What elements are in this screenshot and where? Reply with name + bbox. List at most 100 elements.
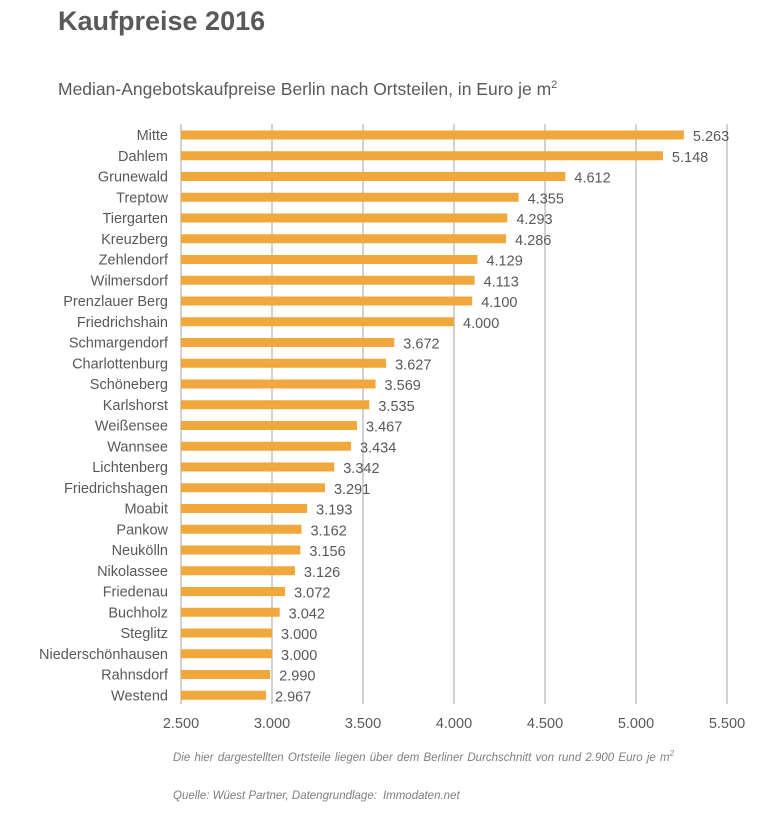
x-tick-label-0: 2.500 (163, 716, 199, 732)
bar-17 (181, 483, 325, 493)
bar-8 (181, 296, 473, 306)
category-label-1: Dahlem (118, 149, 168, 165)
source-link-text: Immodaten.net (382, 790, 460, 802)
bar-6 (181, 255, 478, 264)
footnote-text: Die hier dargestellten Ortsteile liegen … (173, 752, 670, 764)
category-label-5: Kreuzberg (101, 232, 168, 248)
bar-19 (181, 524, 302, 534)
bar-27 (181, 690, 266, 700)
bar-4 (181, 213, 508, 223)
subtitle-text: Median-Angebotskaufpreise Berlin nach Or… (58, 79, 552, 99)
x-tick-label-4: 4.500 (527, 716, 563, 732)
category-label-17: Friedrichshagen (64, 481, 168, 497)
value-label-17: 3.291 (334, 482, 370, 498)
bar-26 (181, 670, 271, 679)
category-label-11: Charlottenburg (72, 356, 168, 372)
bar-13 (181, 400, 370, 410)
x-tick-label-6: 5.500 (709, 716, 745, 732)
category-label-12: Schöneberg (90, 377, 168, 393)
category-label-8: Prenzlauer Berg (63, 294, 168, 310)
category-label-22: Friedenau (103, 585, 168, 601)
bar-1 (181, 151, 663, 161)
footnote-superscript: 2 (669, 749, 675, 759)
value-label-5: 4.286 (515, 233, 551, 249)
value-label-10: 3.672 (403, 337, 439, 353)
value-label-6: 4.129 (486, 254, 522, 270)
value-label-0: 5.263 (693, 129, 729, 145)
x-tick-label-2: 3.500 (345, 716, 381, 732)
chart-title: Kaufpreise 2016 (58, 6, 266, 36)
bar-0 (181, 130, 684, 140)
bar-25 (181, 649, 272, 659)
value-label-21: 3.126 (304, 565, 340, 581)
category-label-3: Treptow (116, 190, 168, 206)
category-label-20: Neukölln (112, 543, 168, 559)
value-label-24: 3.000 (281, 627, 317, 643)
bar-5 (181, 234, 507, 244)
value-label-1: 5.148 (672, 150, 708, 166)
bar-15 (181, 441, 351, 451)
category-label-19: Pankow (116, 522, 168, 538)
bar-9 (181, 317, 454, 327)
value-label-19: 3.162 (310, 523, 346, 539)
category-label-0: Mitte (137, 128, 168, 144)
chart-subtitle: Median-Angebotskaufpreise Berlin nach Or… (58, 79, 557, 100)
value-label-13: 3.535 (378, 399, 414, 415)
x-tick-label-3: 4.000 (436, 716, 472, 732)
category-label-16: Lichtenberg (92, 460, 168, 476)
value-label-3: 4.355 (528, 191, 564, 207)
footnote: Die hier dargestellten Ortsteile liegen … (173, 749, 675, 764)
value-label-2: 4.612 (574, 171, 610, 187)
value-label-22: 3.072 (294, 586, 330, 602)
category-label-7: Wilmersdorf (91, 273, 169, 289)
value-label-20: 3.156 (309, 544, 345, 560)
value-label-18: 3.193 (316, 503, 352, 519)
category-label-18: Moabit (124, 502, 168, 518)
value-label-23: 3.042 (289, 606, 325, 622)
bar-10 (181, 338, 395, 347)
value-label-26: 2.990 (279, 669, 315, 685)
value-label-11: 3.627 (395, 357, 431, 373)
category-label-2: Grunewald (98, 170, 168, 186)
bar-12 (181, 379, 376, 389)
category-label-27: Westend (111, 688, 168, 704)
value-label-15: 3.434 (360, 440, 396, 456)
category-label-10: Schmargendorf (69, 336, 169, 352)
bar-2 (181, 172, 566, 181)
value-label-14: 3.467 (366, 420, 402, 436)
bar-21 (181, 566, 295, 576)
subtitle-superscript: 2 (551, 79, 558, 92)
bar-7 (181, 275, 475, 285)
bar-24 (181, 628, 272, 638)
bar-22 (181, 587, 286, 596)
bar-23 (181, 607, 280, 617)
bar-chart: Mitte 5.263 Dahlem 5.148 Grunewald 4.612 Trept… (39, 124, 745, 732)
value-label-9: 4.000 (463, 316, 499, 332)
bar-18 (181, 504, 308, 513)
category-label-13: Karlshorst (103, 398, 168, 414)
value-label-16: 3.342 (343, 461, 379, 477)
bar-16 (181, 462, 335, 472)
category-label-26: Rahnsdorf (101, 668, 169, 684)
value-label-25: 3.000 (281, 648, 317, 664)
source-line: Quelle: Wüest Partner, Datengrundlage: Im… (173, 790, 460, 802)
category-label-25: Niederschönhausen (39, 647, 168, 663)
bar-20 (181, 545, 301, 555)
bar-11 (181, 358, 387, 368)
category-label-23: Buchholz (108, 605, 168, 621)
category-label-14: Weißensee (95, 419, 168, 435)
value-label-7: 4.113 (484, 274, 519, 290)
bar-3 (181, 192, 519, 202)
value-label-27: 2.967 (275, 689, 311, 705)
x-tick-label-1: 3.000 (254, 716, 290, 732)
category-label-4: Tiergarten (102, 211, 168, 227)
x-tick-label-5: 5.000 (618, 716, 654, 732)
category-label-6: Zehlendorf (99, 253, 169, 269)
category-label-9: Friedrichshain (77, 315, 168, 331)
bar-14 (181, 421, 357, 430)
category-label-24: Steglitz (120, 626, 168, 642)
value-label-4: 4.293 (516, 212, 552, 228)
source-label: Quelle: Wüest Partner, Datengrundlage: (173, 790, 377, 802)
category-label-21: Nikolassee (97, 564, 168, 580)
value-label-8: 4.100 (481, 295, 517, 311)
